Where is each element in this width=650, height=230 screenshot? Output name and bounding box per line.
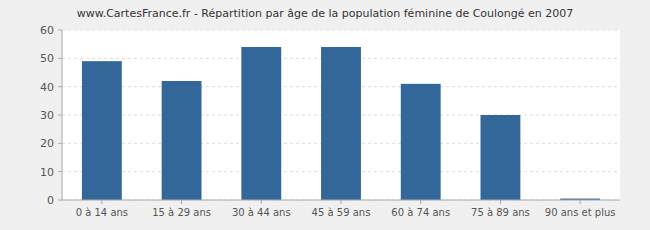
x-tick: [580, 200, 581, 204]
grid-line: [62, 200, 620, 201]
y-tick: [58, 58, 62, 59]
x-tick: [420, 200, 421, 204]
x-axis: [62, 200, 620, 201]
y-tick: [58, 30, 62, 31]
y-tick: [58, 86, 62, 87]
x-tick: [101, 200, 102, 204]
y-tick-label: 60: [40, 24, 54, 37]
x-tick: [181, 200, 182, 204]
x-tick: [261, 200, 262, 204]
bar: [481, 115, 521, 200]
bar: [401, 84, 441, 200]
y-tick-label: 0: [47, 194, 54, 207]
bar: [82, 61, 122, 200]
bar: [162, 81, 202, 200]
title: www.CartesFrance.fr - Répartition par âg…: [77, 7, 574, 20]
y-tick: [58, 171, 62, 172]
x-tick-label: 0 à 14 ans: [76, 207, 128, 218]
x-tick-label: 45 à 59 ans: [312, 207, 371, 218]
bar: [321, 47, 361, 200]
x-tick-label: 90 ans et plus: [545, 207, 616, 218]
y-tick-label: 50: [40, 52, 54, 65]
bars: [82, 47, 600, 200]
x-tick-label: 30 à 44 ans: [232, 207, 291, 218]
chart-container: www.CartesFrance.fr - Répartition par âg…: [0, 0, 650, 230]
background: [0, 0, 650, 230]
y-tick-label: 20: [40, 137, 54, 150]
x-tick-label: 15 à 29 ans: [152, 207, 211, 218]
y-tick-label: 10: [40, 166, 54, 179]
plot-area: [62, 30, 620, 200]
chart-svg: www.CartesFrance.fr - Répartition par âg…: [0, 0, 650, 230]
y-axis: [62, 30, 63, 200]
x-tick: [341, 200, 342, 204]
x-tick: [500, 200, 501, 204]
bar: [241, 47, 281, 200]
x-tick-label: 75 à 89 ans: [471, 207, 530, 218]
y-tick: [58, 115, 62, 116]
x-tick-label: 60 à 74 ans: [391, 207, 450, 218]
y-tick-label: 40: [40, 81, 54, 94]
y-tick-label: 30: [40, 109, 54, 122]
y-tick: [58, 200, 62, 201]
grid-line: [62, 30, 620, 31]
y-tick: [58, 143, 62, 144]
